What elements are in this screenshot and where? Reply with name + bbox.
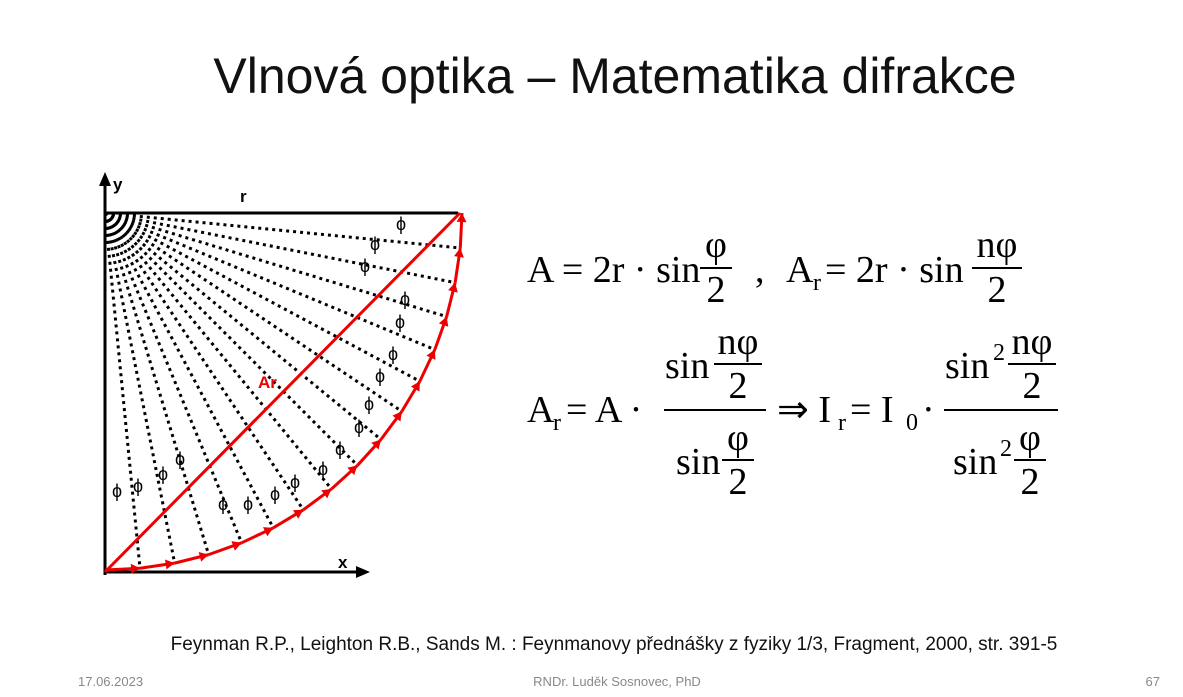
dotted-ray: [103, 211, 359, 467]
formula-text: nφ: [1012, 321, 1053, 363]
formula-text: nφ: [977, 224, 1018, 266]
angle-label: ϕ: [370, 234, 380, 254]
arrowhead: [130, 563, 140, 574]
dotted-ray: [104, 211, 403, 413]
arrowhead: [99, 172, 111, 186]
formula-text: 2: [1000, 436, 1012, 462]
arrowhead: [165, 559, 175, 570]
formula-text: 2: [988, 269, 1007, 311]
angle-label: ϕ: [218, 494, 228, 514]
formula-text: φ: [705, 224, 727, 266]
arrowhead: [356, 566, 370, 578]
angle-label: ϕ: [354, 417, 364, 437]
arrowhead: [448, 282, 458, 293]
angle-label: ϕ: [270, 484, 280, 504]
angle-label: ϕ: [375, 366, 385, 386]
formula-text: ,: [755, 249, 765, 291]
dotted-ray: [103, 212, 333, 490]
formula-text: r: [553, 410, 561, 436]
formula-text: ·: [922, 389, 935, 431]
x-label: x: [338, 553, 348, 572]
formula-text: sin: [676, 441, 720, 483]
angle-label: ϕ: [158, 464, 168, 484]
angle-label: ϕ: [335, 439, 345, 459]
arrowhead: [347, 465, 358, 476]
arrowhead: [371, 439, 381, 450]
arrowhead: [454, 247, 464, 258]
formula-text: sin: [953, 441, 997, 483]
angle-label: ϕ: [360, 256, 370, 276]
arrowhead: [231, 541, 242, 551]
formula-text: = A ·: [566, 389, 642, 431]
angle-label: ϕ: [290, 472, 300, 492]
arrowhead: [263, 527, 274, 537]
arrowhead: [321, 488, 332, 499]
formula-text: r: [838, 410, 846, 436]
formula-text: 2: [707, 269, 726, 311]
reference: Feynman R.P., Leighton R.B., Sands M. : …: [171, 634, 1058, 655]
angle-label: ϕ: [175, 449, 185, 469]
formula-text: 0: [906, 410, 918, 436]
angle-label: ϕ: [364, 394, 374, 414]
formula-text: A = 2r · sin: [527, 249, 700, 291]
y-label: y: [113, 175, 123, 194]
formula-text: φ: [727, 417, 749, 459]
arrowhead: [456, 213, 467, 223]
formula-text: 2: [1021, 461, 1040, 503]
formula-text: = I: [850, 389, 894, 431]
angle-label: ϕ: [400, 289, 410, 309]
title: Vlnová optika – Matematika difrakce: [213, 48, 1016, 104]
angle-label: ϕ: [388, 344, 398, 364]
formula-1: A = 2r · sin φ 2 , A r = 2r · sin nφ 2: [527, 224, 1022, 311]
formula-text: r: [813, 270, 821, 296]
dotted-ray: [104, 211, 382, 441]
formula-text: sin: [945, 345, 989, 387]
dotted-ray: [103, 212, 305, 511]
angle-label: ϕ: [396, 214, 406, 234]
formula-text: = 2r · sin: [825, 249, 964, 291]
chord: [103, 211, 462, 574]
formula-text: 2: [729, 461, 748, 503]
arrowhead: [410, 381, 420, 392]
arrowhead: [293, 509, 304, 519]
footer-date: 17.06.2023: [78, 674, 143, 689]
r-label: r: [240, 187, 247, 206]
angle-label: ϕ: [395, 312, 405, 332]
angle-label: ϕ: [133, 476, 143, 496]
footer-page: 67: [1146, 674, 1160, 689]
formula-text: nφ: [718, 321, 759, 363]
footer-author: RNDr. Luděk Sosnovec, PhD: [533, 674, 701, 689]
formula-text: 2: [729, 365, 748, 407]
arrowhead: [438, 316, 449, 327]
formula-text: 2: [1023, 365, 1042, 407]
formula-2: A r = A · sin nφ 2 sin φ 2 ⇒ I r = I 0 ·…: [527, 321, 1058, 503]
formula-text: A: [786, 249, 814, 291]
arrowhead: [198, 551, 209, 562]
arrowhead: [426, 349, 436, 360]
angle-label: ϕ: [243, 494, 253, 514]
angle-label: ϕ: [112, 481, 122, 501]
formula-text: 2: [993, 340, 1005, 366]
angle-label: ϕ: [318, 459, 328, 479]
formula-text: sin: [665, 345, 709, 387]
formula-text: A: [527, 389, 555, 431]
formula-text: ⇒ I: [777, 389, 831, 431]
chord-label: Ar: [258, 373, 277, 392]
formula-text: φ: [1019, 417, 1041, 459]
arrowhead: [392, 411, 402, 422]
